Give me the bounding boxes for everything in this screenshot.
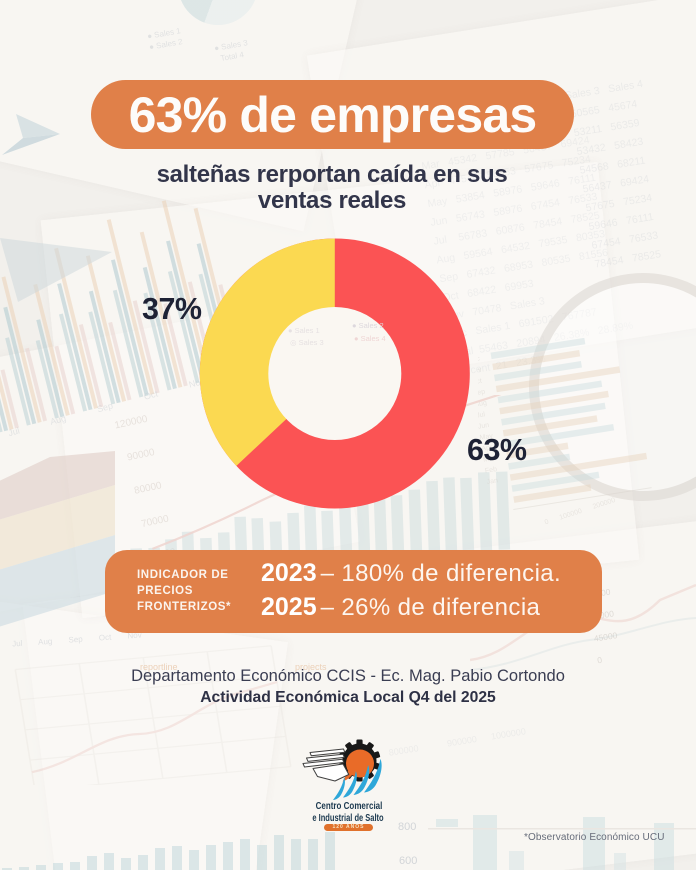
svg-text:● Sales 4: ● Sales 4 (354, 334, 386, 343)
svg-text:Jul: Jul (478, 411, 486, 419)
svg-text:Dec: Dec (478, 355, 481, 364)
svg-text:◎ Sales 3: ◎ Sales 3 (290, 338, 324, 347)
svg-text:Oct: Oct (478, 378, 482, 387)
svg-text:● Sales 1: ● Sales 1 (288, 326, 320, 335)
svg-text:Nov: Nov (478, 366, 483, 375)
svg-text:Jan: Jan (486, 477, 498, 486)
svg-text:May: May (479, 433, 494, 442)
svg-text:Apr: Apr (481, 444, 494, 453)
svg-text:Sep: Sep (478, 389, 486, 398)
svg-text:Aug: Aug (478, 400, 487, 409)
svg-text:Jun: Jun (478, 422, 490, 431)
svg-text:Feb: Feb (484, 466, 497, 475)
svg-text:Mar: Mar (483, 455, 497, 464)
svg-text:● Sales 2: ● Sales 2 (352, 321, 384, 330)
